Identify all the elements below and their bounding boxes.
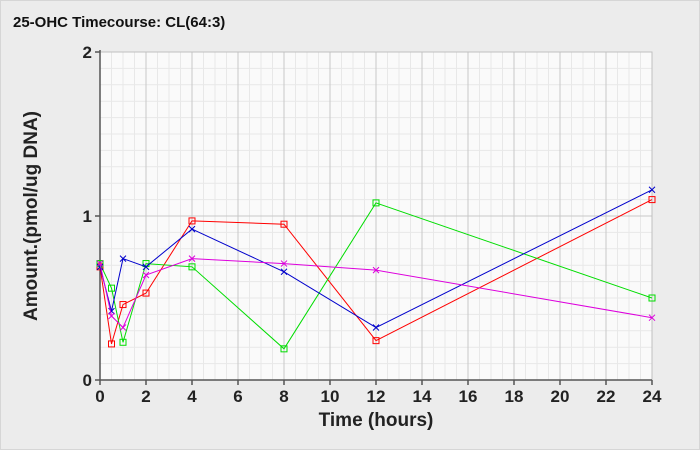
y-axis-title: Amount.(pmol/ug DNA): [21, 111, 42, 321]
data-point: [142, 263, 150, 271]
x-tick-label: 20: [551, 387, 570, 406]
series-line: [99, 189, 653, 329]
x-tick-label: 14: [413, 387, 432, 406]
data-point: [188, 255, 196, 262]
data-point: [188, 263, 196, 271]
data-point: [108, 284, 115, 292]
data-point: [648, 314, 656, 322]
data-point: [372, 337, 380, 345]
data-point: [648, 196, 656, 204]
x-tick-label: 12: [367, 387, 386, 406]
data-point: [96, 263, 104, 271]
y-tick-label: 0: [83, 371, 92, 390]
x-tick-label: 22: [597, 387, 616, 406]
chart-title: 25-OHC Timecourse: CL(64:3): [13, 14, 226, 31]
x-tick-label: 24: [643, 387, 662, 406]
x-tick-label: 8: [279, 387, 288, 406]
data-point: [96, 260, 104, 267]
x-tick-label: 4: [187, 387, 197, 406]
data-point: [119, 301, 127, 309]
x-tick-label: 16: [459, 387, 478, 406]
data-point: [280, 345, 288, 353]
x-tick-label: 2: [141, 387, 150, 406]
series-3: [96, 186, 656, 331]
data-point: [648, 186, 656, 194]
data-point: [280, 220, 288, 228]
data-point: [119, 255, 127, 262]
data-point: [142, 289, 150, 297]
x-tick-label: 18: [505, 387, 524, 406]
data-point: [280, 268, 288, 276]
x-tick-label: 0: [95, 387, 104, 406]
series-line: [99, 199, 653, 345]
x-tick-label: 6: [233, 387, 242, 406]
data-point: [648, 294, 656, 302]
data-point: [108, 340, 115, 348]
data-point: [188, 217, 196, 225]
data-point: [280, 260, 288, 267]
data-point: [372, 266, 380, 274]
data-point: [119, 338, 127, 346]
data-point: [142, 271, 150, 279]
data-point: [119, 324, 127, 331]
series-line: [99, 202, 653, 350]
y-tick-label: 2: [83, 43, 92, 62]
x-tick-label: 10: [321, 387, 340, 406]
data-point: [372, 199, 380, 207]
data-point: [108, 312, 115, 320]
y-tick-label: 1: [83, 207, 92, 226]
data-point: [188, 225, 196, 233]
x-axis-title: Time (hours): [319, 410, 434, 431]
data-point: [372, 324, 380, 331]
series-4: [96, 255, 656, 331]
